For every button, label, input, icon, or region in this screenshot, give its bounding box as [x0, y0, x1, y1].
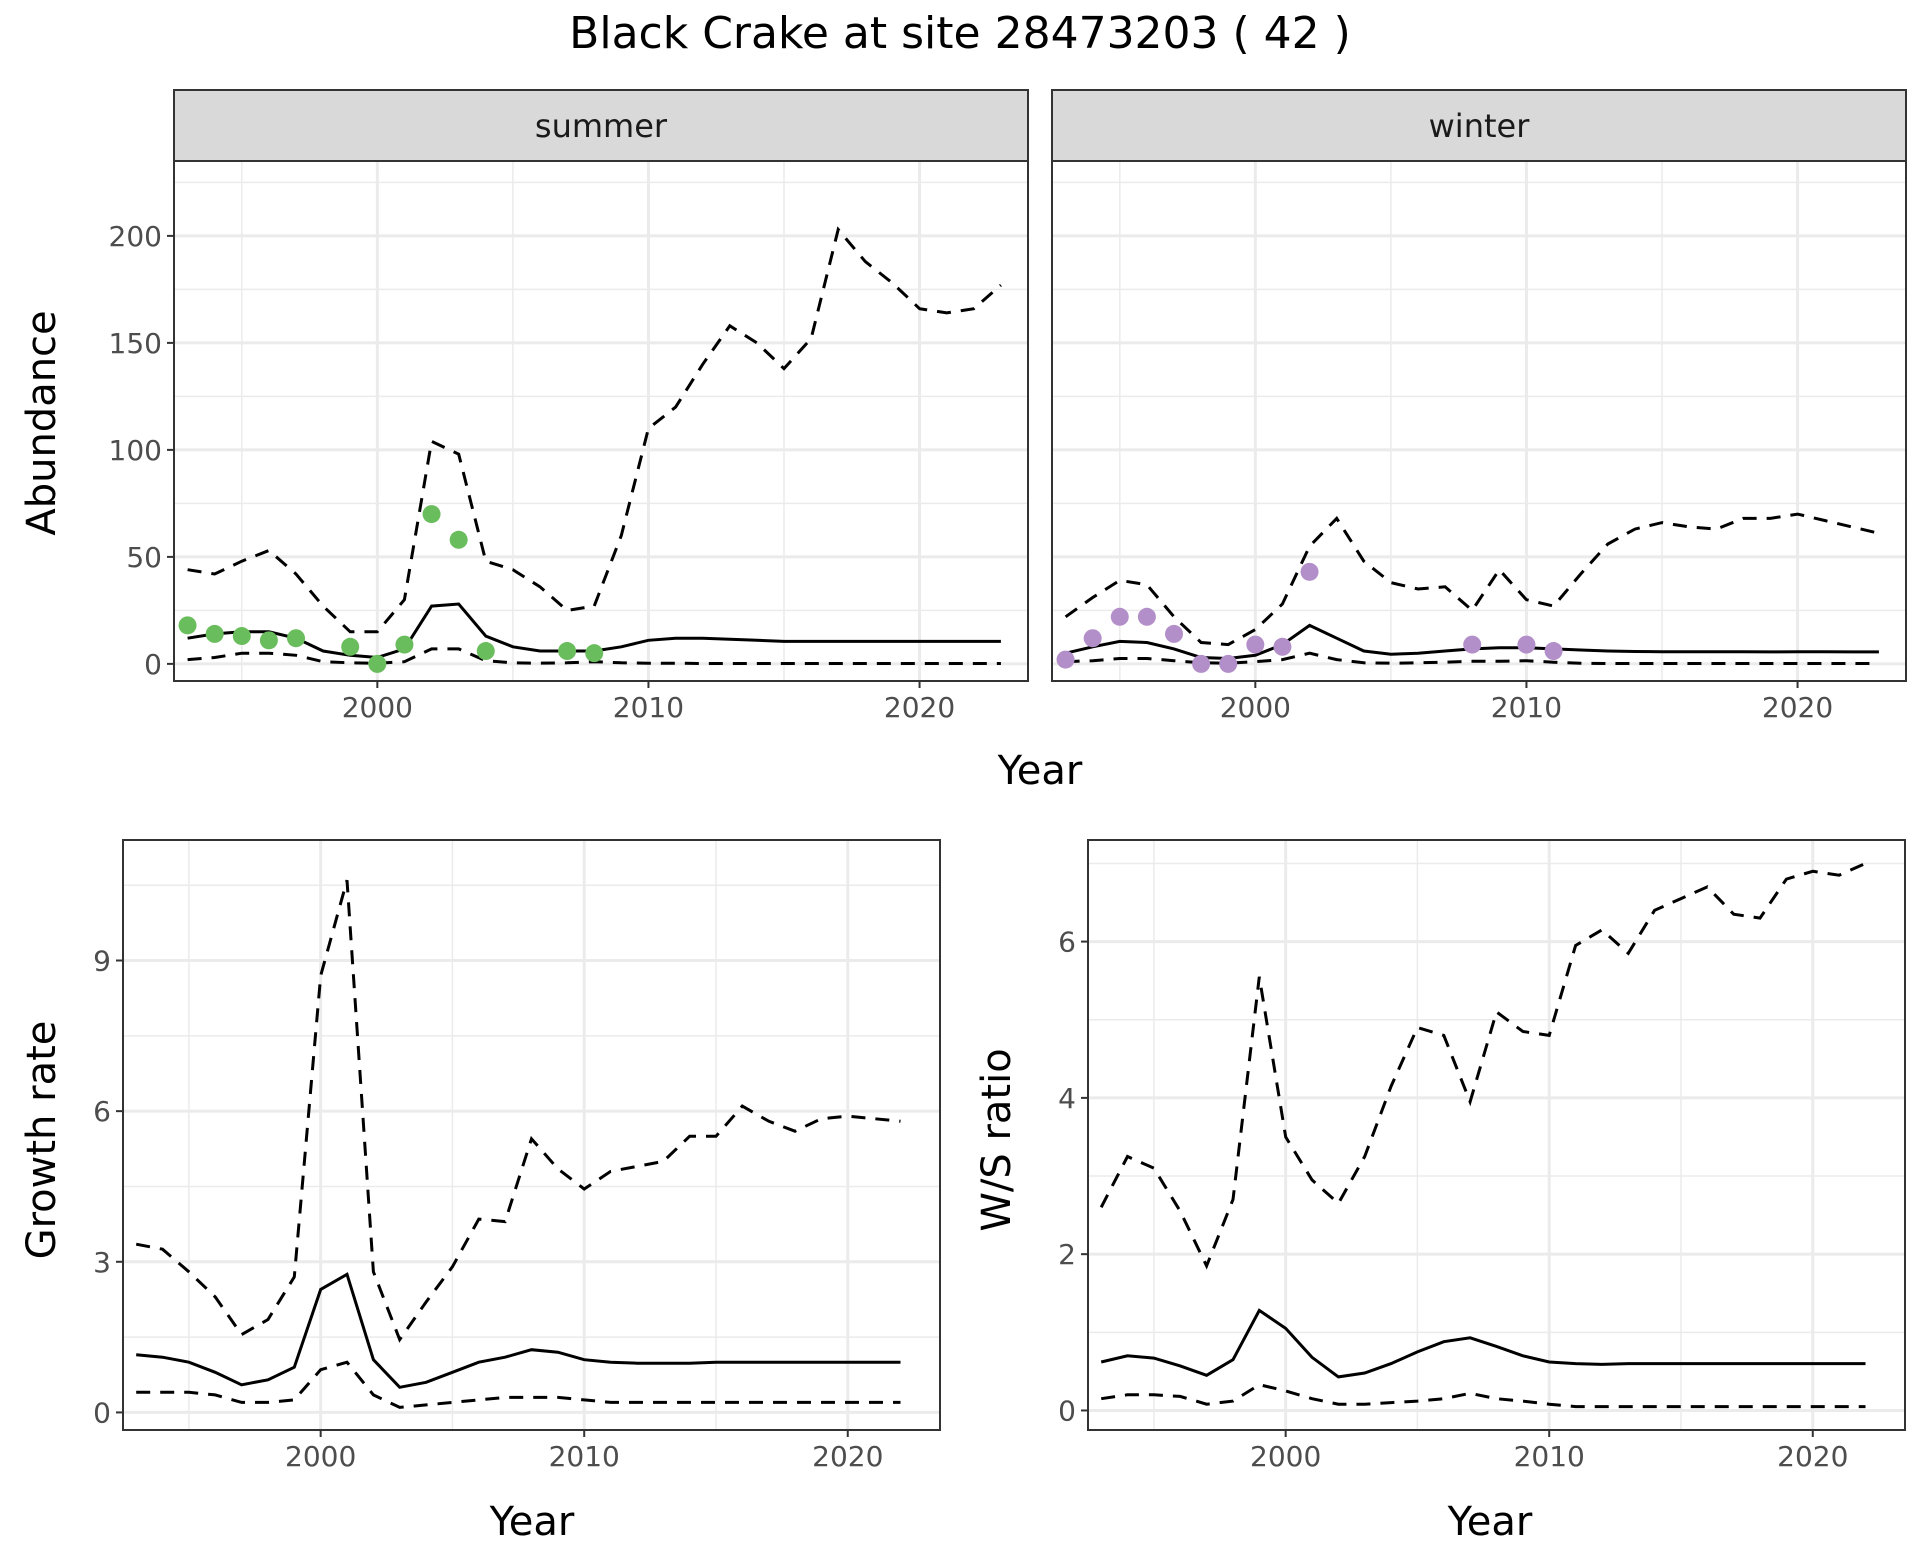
ws-y-axis-title: W/S ratio	[974, 1048, 1020, 1231]
growth-panel-border	[122, 839, 941, 1431]
ws-y-tick-label: 6	[1058, 926, 1076, 959]
winter-observed-point	[1137, 607, 1156, 626]
summer-observed-point	[178, 616, 197, 635]
summer-observed-point	[287, 629, 305, 648]
winter-observed-point	[1192, 654, 1211, 673]
ws-y-tick-label: 4	[1058, 1082, 1076, 1115]
strip-summer-bg	[173, 89, 1029, 162]
winter-panel-border	[1051, 160, 1907, 682]
winter-observed-point	[1273, 637, 1292, 656]
growth-y-tick-label: 6	[93, 1095, 111, 1128]
ws-x-tick-label: 2020	[1777, 1440, 1848, 1473]
strip-winter-bg	[1051, 89, 1907, 162]
summer-panel-border	[173, 160, 1029, 682]
summer-observed-point	[395, 635, 414, 654]
summer-x-tick-label: 2000	[342, 691, 413, 724]
winter-upper-line	[1064, 512, 1880, 647]
growth-y-tick-label: 0	[93, 1396, 111, 1429]
summer-observed-point	[232, 627, 251, 646]
ws-lower-line	[1100, 1383, 1866, 1409]
summer-observed-point	[422, 505, 441, 524]
ws-x-tick-label: 2000	[1250, 1440, 1321, 1473]
plot-title: Black Crake at site 28473203 ( 42 )	[569, 8, 1351, 59]
ws-panel-background	[1088, 840, 1905, 1430]
winter-x-tick-label: 2000	[1220, 691, 1291, 724]
winter-observed-point	[1110, 607, 1129, 626]
ws-x-axis-title: Year	[1447, 1499, 1533, 1545]
summer-y-tick-label: 100	[109, 434, 162, 467]
summer-y-tick-label: 50	[126, 541, 162, 574]
ws-estimate-line	[1100, 1308, 1866, 1379]
growth-panel: 2000 2010 2020 0 3 6 9	[93, 839, 941, 1473]
winter-panel: 2000 2010 2020	[1051, 160, 1907, 724]
strip-label-summer: summer	[535, 107, 668, 145]
winter-observed-point	[1517, 635, 1536, 654]
winter-x-tick-label: 2020	[1762, 691, 1833, 724]
growth-y-tick-label: 3	[93, 1246, 111, 1279]
summer-y-tick-label: 200	[109, 220, 162, 253]
abundance-y-axis-title: Abundance	[19, 310, 65, 535]
growth-x-tick-label: 2020	[812, 1440, 883, 1473]
summer-observed-point	[368, 654, 387, 673]
growth-lower-line	[136, 1360, 901, 1409]
summer-panel: 2000 2010 2020 0 50 100 150 200	[109, 160, 1029, 724]
ws-panel: 2000 2010 2020 0 2 4 6	[1058, 839, 1906, 1473]
summer-observed-point	[585, 644, 604, 663]
growth-y-tick-label: 9	[93, 945, 111, 978]
growth-x-tick-label: 2000	[285, 1440, 356, 1473]
winter-observed-point	[1165, 624, 1183, 643]
growth-panel-background	[123, 840, 940, 1430]
facet-x-axis-title: Year	[997, 748, 1083, 794]
growth-estimate-line	[136, 1272, 901, 1389]
ws-upper-line	[1099, 862, 1867, 1270]
growth-x-axis-title: Year	[489, 1499, 575, 1545]
winter-observed-point	[1083, 629, 1102, 648]
winter-observed-point	[1246, 635, 1265, 654]
summer-observed-point	[476, 642, 495, 661]
summer-observed-point	[449, 530, 468, 549]
ws-y-tick-label: 2	[1058, 1238, 1076, 1271]
winter-x-tick-label: 2010	[1491, 691, 1562, 724]
summer-observed-point	[558, 642, 577, 661]
growth-upper-line	[135, 879, 901, 1343]
winter-observed-point	[1544, 642, 1563, 661]
summer-observed-point	[205, 624, 224, 643]
ws-panel-border	[1087, 839, 1906, 1431]
growth-x-tick-label: 2010	[549, 1440, 620, 1473]
winter-lower-line	[1065, 651, 1879, 665]
winter-observed-point	[1300, 562, 1319, 581]
ws-y-tick-label: 0	[1058, 1394, 1076, 1427]
summer-y-tick-label: 150	[109, 327, 162, 360]
summer-upper-line	[187, 226, 1002, 634]
strip-label-winter: winter	[1429, 107, 1531, 145]
summer-observed-point	[259, 631, 278, 650]
summer-panel-background	[174, 161, 1028, 681]
summer-observed-point	[341, 637, 360, 656]
summer-y-tick-label: 0	[144, 648, 162, 681]
summer-x-tick-label: 2010	[613, 691, 684, 724]
growth-y-axis-title: Growth rate	[19, 1021, 65, 1260]
ws-x-tick-label: 2010	[1514, 1440, 1585, 1473]
winter-observed-point	[1219, 654, 1238, 673]
winter-observed-point	[1463, 635, 1482, 654]
winter-observed-point	[1056, 650, 1075, 669]
winter-panel-background	[1052, 161, 1906, 681]
summer-x-tick-label: 2020	[884, 691, 955, 724]
